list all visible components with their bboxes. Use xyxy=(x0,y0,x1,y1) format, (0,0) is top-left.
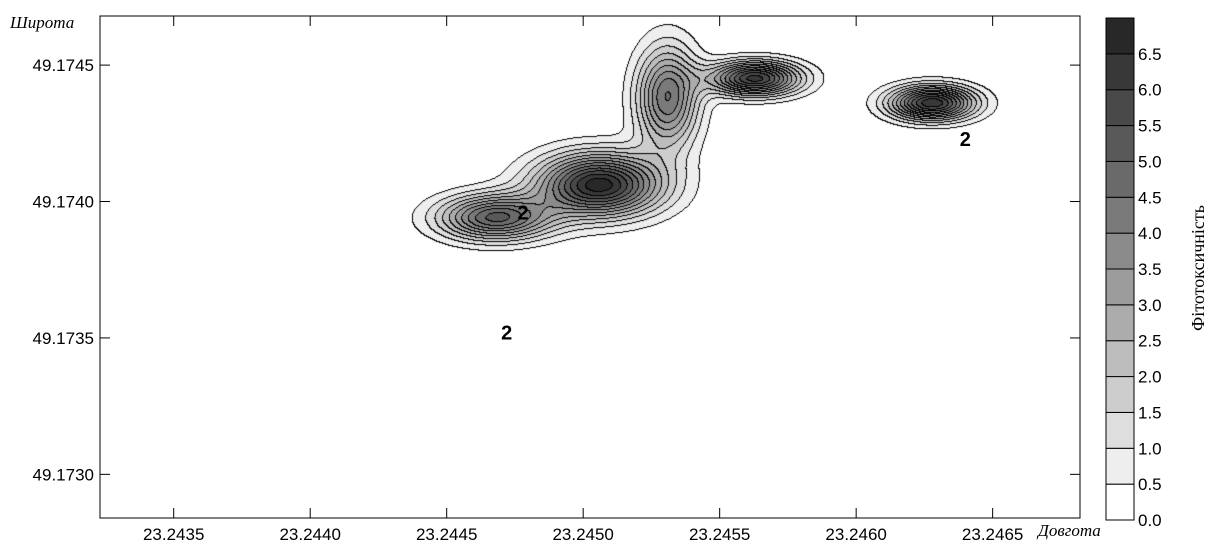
colorbar-swatch xyxy=(1105,340,1135,378)
colorbar-tick-label: 1.5 xyxy=(1138,403,1162,422)
y-tick-label: 49.1735 xyxy=(33,329,94,348)
colorbar-swatch xyxy=(1105,411,1135,449)
colorbar-tick-label: 6.0 xyxy=(1138,81,1162,100)
colorbar-tick-label: 0.0 xyxy=(1138,511,1162,530)
contour-bands xyxy=(100,16,1080,518)
contour-fill-layer xyxy=(100,16,1080,518)
x-tick-label: 23.2465 xyxy=(962,525,1023,544)
x-tick-label: 23.2445 xyxy=(416,525,477,544)
colorbar-swatch xyxy=(1105,17,1135,55)
colorbar-tick-label: 4.5 xyxy=(1138,188,1162,207)
colorbar-title: Фітотоксичність xyxy=(1188,205,1208,331)
contour-line-label: 2 xyxy=(960,129,971,151)
colorbar-tick-label: 6.5 xyxy=(1138,45,1162,64)
colorbar-swatch xyxy=(1105,89,1135,127)
colorbar-tick-label: 3.0 xyxy=(1138,296,1162,315)
colorbar-swatch xyxy=(1105,304,1135,342)
colorbar-tick-label: 5.5 xyxy=(1138,117,1162,136)
colorbar-swatch xyxy=(1105,376,1135,413)
plot-frame xyxy=(99,15,1081,519)
colorbar-swatch xyxy=(1105,160,1135,198)
contour-labels: 2 2 2 xyxy=(501,129,971,345)
colorbar-swatch xyxy=(1105,196,1135,234)
colorbar-tick-label: 1.0 xyxy=(1138,439,1162,458)
y-tick-label: 49.1730 xyxy=(33,465,94,484)
y-tick-label: 49.1745 xyxy=(33,56,94,75)
colorbar-swatch xyxy=(1105,232,1135,270)
colorbar-swatch xyxy=(1105,447,1135,485)
contour-line-label: 2 xyxy=(501,322,512,344)
colorbar-tick-label: 5.0 xyxy=(1138,152,1162,171)
colorbar-tick-label: 2.5 xyxy=(1138,332,1162,351)
colorbar-tick-label: 2.0 xyxy=(1138,368,1162,387)
colorbar: 0.0 0.5 1.0 1.5 2.0 2.5 3.0 3.5 4.0 4.5 5.0 5.5 6.0 6… xyxy=(1105,17,1162,530)
colorbar-tick-label: 3.5 xyxy=(1138,260,1162,279)
colorbar-swatch xyxy=(1105,125,1135,162)
x-axis-label: Довгота xyxy=(1036,521,1101,540)
y-tick-label: 49.1740 xyxy=(33,193,94,212)
x-tick-label: 23.2460 xyxy=(825,525,886,544)
colorbar-swatch xyxy=(1105,268,1135,306)
colorbar-swatch xyxy=(1105,53,1135,91)
x-tick-label: 23.2440 xyxy=(279,525,340,544)
axes: 23.2435 23.2440 23.2445 23.2450 23.2455 23.24… xyxy=(33,16,1080,544)
x-tick-label: 23.2435 xyxy=(143,525,204,544)
colorbar-tick-label: 4.0 xyxy=(1138,224,1162,243)
x-tick-label: 23.2450 xyxy=(552,525,613,544)
colorbar-tick-label: 0.5 xyxy=(1138,475,1162,494)
contour-line-label: 2 xyxy=(518,202,529,224)
x-tick-label: 23.2455 xyxy=(689,525,750,544)
colorbar-swatch xyxy=(1105,483,1135,521)
y-axis-label: Широта xyxy=(9,13,74,32)
